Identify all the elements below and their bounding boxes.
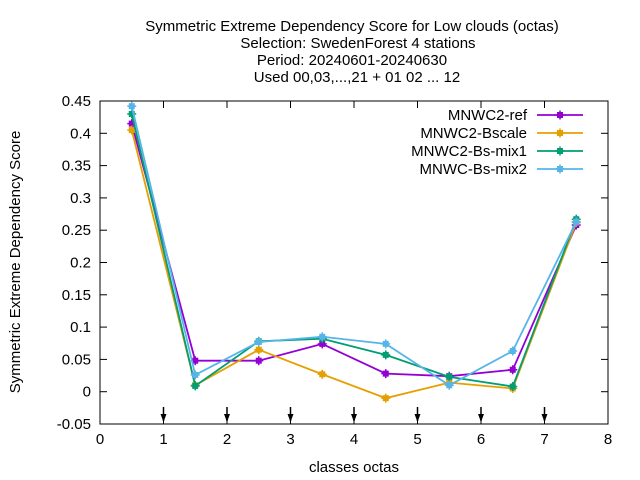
series-layer	[127, 101, 581, 403]
y-tick-label: 0.2	[70, 255, 91, 272]
legend-label: MNWC2-Bs-mix1	[411, 143, 527, 160]
plot-frame	[99, 100, 609, 425]
data-point	[190, 370, 200, 380]
data-point	[444, 372, 454, 382]
x-tick-label: 2	[223, 431, 231, 448]
title-line-4: Used 00,03,...,21 + 01 02 ... 12	[254, 69, 460, 86]
series-4	[127, 101, 581, 390]
title-line-1: Symmetric Extreme Dependency Score for L…	[145, 18, 559, 35]
data-point	[127, 109, 137, 119]
series-line	[130, 113, 578, 388]
data-point	[444, 380, 454, 390]
class-boundary-arrowhead	[541, 414, 548, 422]
data-point	[190, 381, 200, 391]
y-tick-label: 0.45	[62, 93, 91, 110]
data-point	[381, 339, 391, 349]
class-boundary-arrowhead	[224, 414, 230, 422]
y-tick-label: 0.1	[70, 319, 91, 336]
legend-label: MNWC2-Bscale	[420, 125, 527, 142]
data-point	[381, 350, 391, 360]
series-line	[130, 105, 578, 387]
series-line	[130, 123, 578, 378]
class-boundary-arrowhead	[160, 414, 167, 422]
class-boundary-arrowhead	[287, 414, 294, 422]
data-point	[555, 164, 565, 174]
y-axis-label: Symmetric Extreme Dependency Score	[7, 131, 24, 394]
data-point	[571, 217, 581, 227]
legend-item: MNWC-Bs-mix2	[420, 161, 583, 178]
legend-label: MNWC-Bs-mix2	[420, 161, 527, 178]
data-point	[254, 337, 264, 347]
x-tick-label: 0	[96, 431, 104, 448]
title-line-3: Period: 20240601-20240630	[257, 52, 447, 69]
y-tick-label: 0.35	[62, 158, 91, 175]
data-point	[381, 369, 391, 379]
y-tick-label: 0	[83, 384, 91, 401]
x-tick-label: 3	[286, 431, 294, 448]
class-boundary-arrowhead	[351, 414, 357, 422]
axis-ticks: -0.05 0 0.05 0.1 0.15 0.2 0.25 0.3 0.35 0.4 0.45 0 1…	[57, 93, 612, 448]
data-point	[127, 101, 137, 111]
x-tick-label: 7	[540, 431, 548, 448]
title-line-2: Selection: SwedenForest 4 stations	[240, 35, 475, 52]
data-point	[317, 369, 327, 379]
y-tick-label: 0.25	[62, 222, 91, 239]
legend: MNWC2-refMNWC2-BscaleMNWC2-Bs-mix1MNWC-B…	[411, 107, 583, 178]
data-point	[555, 128, 565, 138]
legend-label: MNWC2-ref	[448, 107, 528, 124]
x-tick-label: 1	[159, 431, 167, 448]
data-point	[508, 346, 518, 356]
legend-item: MNWC2-ref	[448, 107, 583, 124]
data-point	[508, 382, 518, 392]
x-tick-label: 8	[604, 431, 612, 448]
x-tick-label: 5	[413, 431, 421, 448]
x-axis-label: classes octas	[309, 459, 399, 476]
y-tick-label: 0.15	[62, 287, 91, 304]
x-tick-label: 4	[350, 431, 358, 448]
y-tick-label: 0.05	[62, 351, 91, 368]
data-point	[555, 110, 565, 120]
class-boundary-arrowhead	[478, 414, 484, 422]
legend-item: MNWC2-Bscale	[420, 125, 583, 142]
data-point	[508, 365, 518, 375]
data-point	[317, 332, 327, 342]
chart-title: Symmetric Extreme Dependency Score for L…	[145, 18, 559, 86]
y-tick-label: -0.05	[57, 416, 91, 433]
class-boundary-arrowhead	[414, 414, 421, 422]
data-point	[254, 356, 264, 366]
data-point	[555, 146, 565, 156]
x-tick-label: 6	[477, 431, 485, 448]
data-point	[381, 393, 391, 403]
legend-item: MNWC2-Bs-mix1	[411, 143, 583, 160]
y-tick-label: 0.4	[70, 125, 91, 142]
y-tick-label: 0.3	[70, 190, 91, 207]
data-point	[254, 345, 264, 355]
